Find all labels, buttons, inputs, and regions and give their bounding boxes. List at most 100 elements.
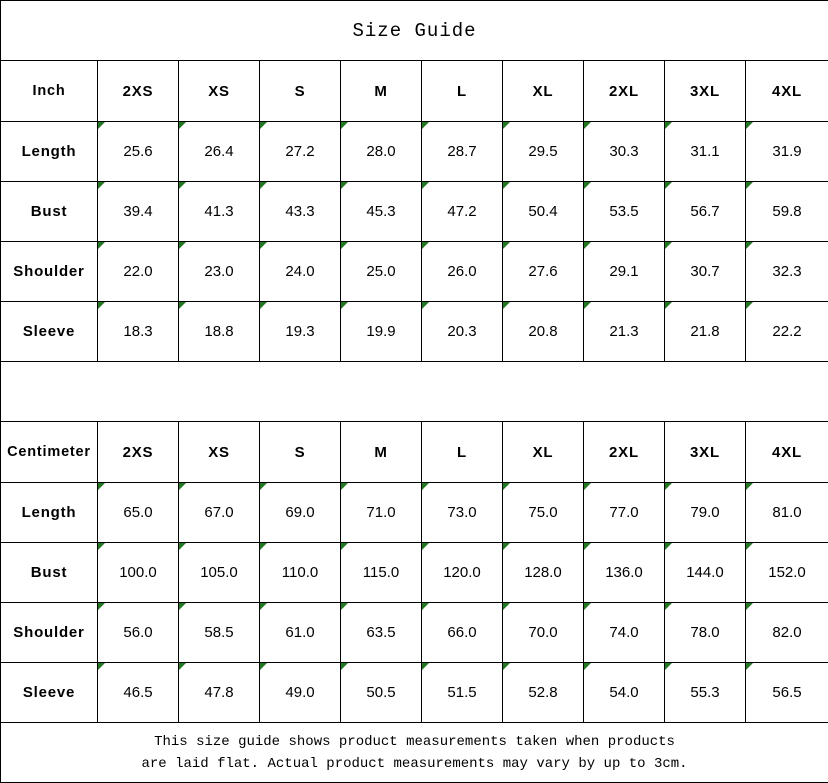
green-corner-marker bbox=[584, 182, 591, 189]
measurement-value: 56.0 bbox=[98, 603, 179, 663]
measurement-value-text: 55.3 bbox=[690, 684, 719, 701]
green-corner-marker bbox=[179, 603, 186, 610]
measurement-value-text: 28.0 bbox=[366, 143, 395, 160]
green-corner-marker bbox=[179, 483, 186, 490]
size-header-2xs: 2XS bbox=[98, 422, 179, 483]
green-corner-marker bbox=[341, 242, 348, 249]
green-corner-marker bbox=[422, 483, 429, 490]
size-header-2xl: 2XL bbox=[584, 422, 665, 483]
measurement-value: 20.8 bbox=[503, 302, 584, 362]
measurement-value-text: 20.3 bbox=[447, 323, 476, 340]
measurement-label-length: Length bbox=[1, 122, 98, 182]
measurement-value: 47.8 bbox=[179, 663, 260, 723]
measurement-value: 75.0 bbox=[503, 483, 584, 543]
measurement-value-text: 77.0 bbox=[609, 504, 638, 521]
measurement-value-text: 45.3 bbox=[366, 203, 395, 220]
measurement-value: 79.0 bbox=[665, 483, 746, 543]
green-corner-marker bbox=[341, 302, 348, 309]
measurement-value: 32.3 bbox=[746, 242, 828, 302]
measurement-value-text: 52.8 bbox=[528, 684, 557, 701]
measurement-value: 30.7 bbox=[665, 242, 746, 302]
measurement-value-text: 59.8 bbox=[772, 203, 801, 220]
green-corner-marker bbox=[746, 302, 753, 309]
measurement-value-text: 67.0 bbox=[204, 504, 233, 521]
green-corner-marker bbox=[422, 663, 429, 670]
measurement-value: 27.2 bbox=[260, 122, 341, 182]
measurement-value: 73.0 bbox=[422, 483, 503, 543]
measurement-value-text: 19.9 bbox=[366, 323, 395, 340]
size-guide-note: This size guide shows product measuremen… bbox=[1, 723, 828, 783]
measurement-value-text: 29.1 bbox=[609, 263, 638, 280]
size-header-3xl: 3XL bbox=[665, 422, 746, 483]
measurement-value-text: 51.5 bbox=[447, 684, 476, 701]
green-corner-marker bbox=[665, 603, 672, 610]
measurement-value-text: 54.0 bbox=[609, 684, 638, 701]
measurement-value-text: 27.2 bbox=[285, 143, 314, 160]
green-corner-marker bbox=[341, 603, 348, 610]
measurement-value: 136.0 bbox=[584, 543, 665, 603]
green-corner-marker bbox=[746, 543, 753, 550]
measurement-value: 26.4 bbox=[179, 122, 260, 182]
green-corner-marker bbox=[746, 182, 753, 189]
green-corner-marker bbox=[503, 483, 510, 490]
measurement-value-text: 56.0 bbox=[123, 624, 152, 641]
green-corner-marker bbox=[422, 603, 429, 610]
measurement-value-text: 31.9 bbox=[772, 143, 801, 160]
green-corner-marker bbox=[341, 483, 348, 490]
table-spacer bbox=[1, 362, 828, 422]
green-corner-marker bbox=[179, 543, 186, 550]
green-corner-marker bbox=[98, 663, 105, 670]
measurement-value-text: 105.0 bbox=[200, 564, 238, 581]
measurement-label-length: Length bbox=[1, 483, 98, 543]
measurement-value-text: 74.0 bbox=[609, 624, 638, 641]
measurement-value-text: 110.0 bbox=[282, 564, 318, 581]
measurement-value-text: 69.0 bbox=[285, 504, 314, 521]
size-header-l: L bbox=[422, 61, 503, 122]
green-corner-marker bbox=[584, 543, 591, 550]
measurement-value: 70.0 bbox=[503, 603, 584, 663]
green-corner-marker bbox=[260, 663, 267, 670]
note-line2: are laid flat. Actual product measuremen… bbox=[1, 753, 828, 775]
measurement-value-text: 81.0 bbox=[772, 504, 801, 521]
measurement-value-text: 73.0 bbox=[447, 504, 476, 521]
green-corner-marker bbox=[260, 302, 267, 309]
measurement-value: 77.0 bbox=[584, 483, 665, 543]
green-corner-marker bbox=[584, 663, 591, 670]
green-corner-marker bbox=[98, 122, 105, 129]
green-corner-marker bbox=[98, 302, 105, 309]
green-corner-marker bbox=[665, 543, 672, 550]
green-corner-marker bbox=[584, 302, 591, 309]
green-corner-marker bbox=[260, 603, 267, 610]
size-header-2xs: 2XS bbox=[98, 61, 179, 122]
measurement-value-text: 22.2 bbox=[772, 323, 801, 340]
note-line1: This size guide shows product measuremen… bbox=[1, 731, 828, 753]
measurement-value: 55.3 bbox=[665, 663, 746, 723]
measurement-value-text: 25.6 bbox=[123, 143, 152, 160]
measurement-value-text: 46.5 bbox=[123, 684, 152, 701]
measurement-value: 115.0 bbox=[341, 543, 422, 603]
page-title: Size Guide bbox=[1, 1, 828, 61]
green-corner-marker bbox=[503, 122, 510, 129]
measurement-label-shoulder: Shoulder bbox=[1, 242, 98, 302]
measurement-value-text: 22.0 bbox=[123, 263, 152, 280]
measurement-value: 74.0 bbox=[584, 603, 665, 663]
measurement-value: 19.3 bbox=[260, 302, 341, 362]
green-corner-marker bbox=[665, 663, 672, 670]
measurement-value-text: 26.0 bbox=[447, 263, 476, 280]
measurement-label-sleeve: Sleeve bbox=[1, 302, 98, 362]
measurement-value-text: 32.3 bbox=[772, 263, 801, 280]
note-row: This size guide shows product measuremen… bbox=[1, 723, 828, 783]
size-header-4xl: 4XL bbox=[746, 422, 828, 483]
measurement-value: 65.0 bbox=[98, 483, 179, 543]
unit-label-inch: Inch bbox=[1, 61, 98, 122]
measurement-value-text: 79.0 bbox=[690, 504, 719, 521]
measurement-value-text: 31.1 bbox=[690, 143, 719, 160]
green-corner-marker bbox=[665, 242, 672, 249]
measurement-value-text: 65.0 bbox=[123, 504, 152, 521]
measurement-value: 56.7 bbox=[665, 182, 746, 242]
measurement-value: 58.5 bbox=[179, 603, 260, 663]
measurement-value: 29.5 bbox=[503, 122, 584, 182]
